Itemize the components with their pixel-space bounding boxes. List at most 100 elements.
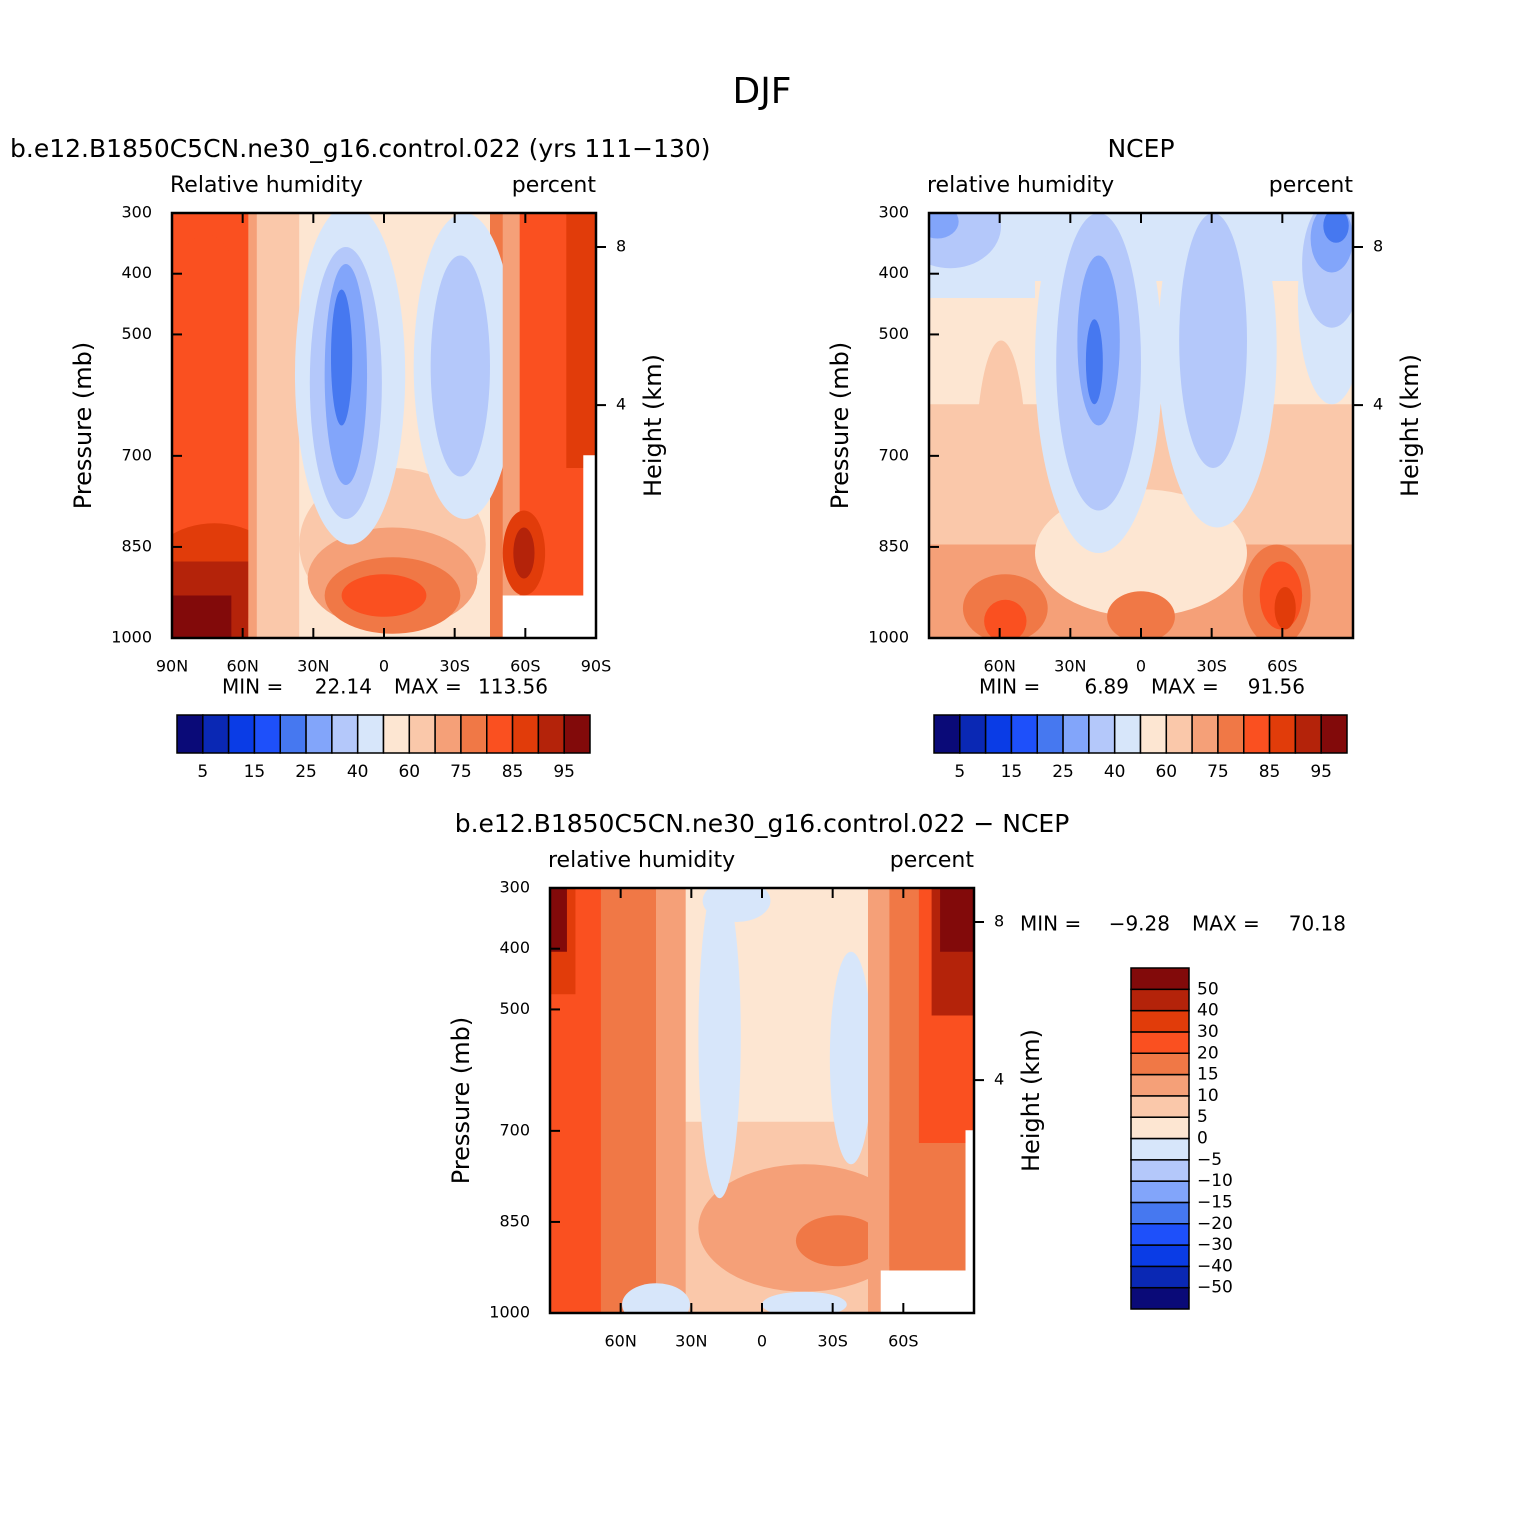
- colorbar-label: 15: [1197, 1065, 1219, 1085]
- x-tick-label: 0: [379, 657, 389, 676]
- colorbar-label: 85: [502, 762, 524, 782]
- colorbar-box: [959, 714, 987, 754]
- y-axis-label: Pressure (mb): [826, 342, 854, 509]
- y2-tick-label: 8: [616, 236, 626, 255]
- y-tick-label: 1000: [868, 628, 909, 647]
- x-tick-label: 30S: [1196, 657, 1227, 676]
- x-tick-label: 90S: [581, 657, 612, 676]
- x-tick-label: 60N: [984, 657, 1016, 676]
- y-tick-label: 300: [878, 203, 909, 222]
- y2-axis-label: Height (km): [639, 354, 667, 497]
- colorbar-box: [1130, 1286, 1190, 1310]
- y-axis-label: Pressure (mb): [447, 1017, 475, 1184]
- max-text: MAX =: [394, 675, 462, 699]
- y-tick-label: 500: [499, 999, 530, 1018]
- colorbar-box: [1113, 714, 1142, 754]
- colorbar-label: −5: [1197, 1150, 1222, 1170]
- contour-fill: [829, 951, 873, 1165]
- colorbar-label: 0: [1197, 1129, 1208, 1149]
- colorbar-box: [1036, 714, 1064, 754]
- colorbar-box: [563, 714, 591, 754]
- x-tick-label: 60S: [1267, 657, 1298, 676]
- min-value: −9.28: [1109, 912, 1170, 936]
- y2-axis-label: Height (km): [1396, 354, 1424, 497]
- units-label: percent: [512, 173, 597, 198]
- colorbar-box: [1062, 714, 1090, 754]
- contour-fill: [975, 340, 1027, 596]
- colorbar-box: [1130, 1073, 1190, 1097]
- y-tick-label: 300: [499, 878, 530, 897]
- y-tick-label: 500: [878, 324, 909, 343]
- y-tick-label: 700: [499, 1120, 530, 1139]
- y2-axis-label: Height (km): [1017, 1029, 1045, 1172]
- max-value: 113.56: [478, 675, 548, 699]
- contour-fill: [868, 888, 890, 1313]
- contour-fill: [550, 888, 567, 952]
- colorbar-box: [227, 714, 256, 754]
- y-tick-label: 1000: [111, 628, 152, 647]
- colorbar-box: [1130, 1159, 1190, 1182]
- colorbar-box: [253, 714, 281, 754]
- contour-fill: [929, 213, 959, 239]
- colorbar-label: 40: [347, 762, 369, 782]
- colorbar-box: [460, 714, 488, 754]
- colorbar-box: [1130, 1180, 1190, 1204]
- colorbar-box: [1130, 1223, 1190, 1246]
- colorbar-box: [408, 714, 436, 754]
- y-tick-label: 500: [121, 324, 152, 343]
- colorbar-box: [1130, 1265, 1190, 1289]
- colorbar-label: 15: [244, 762, 266, 782]
- x-tick-label: 30S: [439, 657, 470, 676]
- colorbar-box: [1130, 1095, 1190, 1118]
- x-tick-label: 60S: [510, 657, 541, 676]
- y-tick-label: 400: [878, 263, 909, 282]
- colorbar-box: [1191, 714, 1219, 754]
- colorbar-box: [537, 714, 565, 754]
- colorbar-box: [176, 714, 204, 754]
- colorbar-label: −30: [1197, 1235, 1233, 1255]
- colorbar-box: [486, 714, 514, 754]
- colorbar-label: 95: [553, 762, 575, 782]
- colorbar-box: [1243, 714, 1271, 754]
- contour-fill: [1085, 319, 1103, 405]
- contour-fill: [762, 1291, 847, 1313]
- colorbar-label: 5: [954, 762, 965, 782]
- x-tick-label: 30N: [1054, 657, 1086, 676]
- colorbar-box: [1010, 714, 1038, 754]
- min-value: 22.14: [315, 675, 372, 699]
- colorbar-label: −20: [1197, 1214, 1233, 1234]
- colorbar-box: [1088, 714, 1116, 754]
- colorbar-label: 30: [1197, 1022, 1219, 1042]
- contour-fill: [940, 888, 974, 952]
- colorbar-label: −40: [1197, 1256, 1233, 1276]
- field-label: relative humidity: [927, 173, 1114, 198]
- colorbar-box: [356, 714, 385, 754]
- min-text: MIN =: [1020, 912, 1081, 936]
- colorbar-box: [1268, 714, 1297, 754]
- units-label: percent: [890, 848, 975, 873]
- contour-fill: [583, 455, 596, 638]
- colorbar-box: [1130, 1244, 1190, 1268]
- x-tick-label: 60N: [605, 1332, 637, 1351]
- colorbar-label: 5: [197, 762, 208, 782]
- colorbar-box: [305, 714, 333, 754]
- y-tick-label: 850: [878, 536, 909, 555]
- x-tick-label: 30S: [817, 1332, 848, 1351]
- contour-fill: [1179, 213, 1247, 468]
- colorbar-box: [1165, 714, 1193, 754]
- contour-fill: [341, 574, 427, 617]
- colorbar-label: 60: [398, 762, 420, 782]
- colorbar-label: 15: [1001, 762, 1023, 782]
- y2-tick-label: 4: [616, 395, 626, 414]
- colorbar-box: [1217, 714, 1245, 754]
- contour-fill: [984, 599, 1027, 638]
- contour-fill: [795, 1215, 881, 1267]
- colorbar-label: 75: [450, 762, 472, 782]
- min-text: MIN =: [979, 675, 1040, 699]
- colorbar-box: [1130, 1031, 1190, 1054]
- colorbar-box: [382, 714, 411, 754]
- colorbar-box: [1130, 967, 1190, 991]
- panel-title: NCEP: [1107, 134, 1174, 163]
- y-axis-label: Pressure (mb): [69, 342, 97, 509]
- y-tick-label: 850: [121, 536, 152, 555]
